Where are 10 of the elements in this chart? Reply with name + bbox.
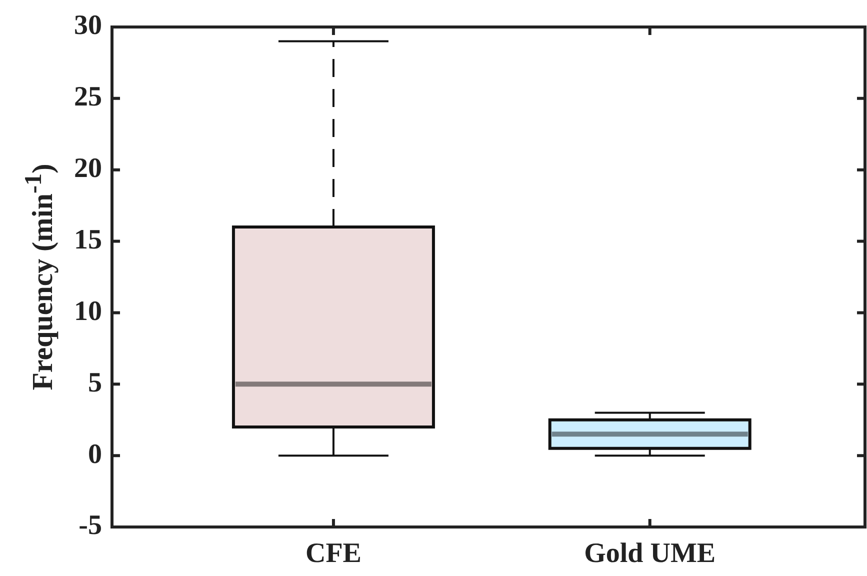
y-tick-label: 20 [74, 153, 102, 184]
y-tick-label: -5 [78, 510, 102, 542]
y-tick-label: 5 [88, 367, 102, 398]
y-tick-label: 30 [74, 10, 102, 42]
y-tick-label: 25 [74, 82, 102, 113]
y-tick-label: 0 [88, 438, 102, 470]
x-tick-label: Gold UME [584, 538, 716, 570]
y-tick-label: 15 [74, 224, 102, 256]
y-tick-label: 10 [74, 296, 102, 327]
x-tick-label: CFE [305, 538, 362, 570]
